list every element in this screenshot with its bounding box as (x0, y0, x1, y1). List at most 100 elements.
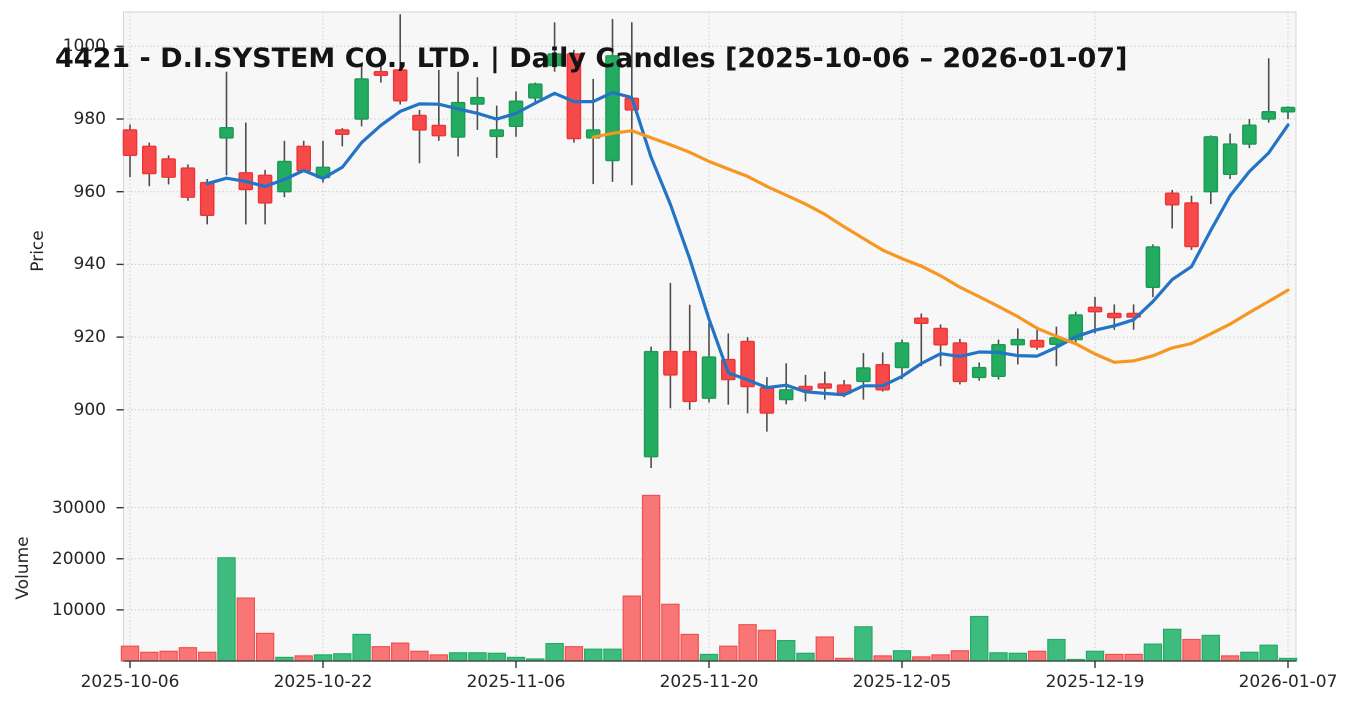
volume-bar (892, 650, 912, 662)
candle (1106, 312, 1122, 319)
candle (335, 129, 350, 135)
volume-bar (429, 654, 449, 662)
volume-bar (757, 629, 777, 662)
candle (470, 96, 485, 105)
volume-bar (796, 652, 815, 662)
volume-bar (448, 652, 468, 662)
sma25-line (591, 129, 1290, 364)
candle (605, 55, 620, 162)
volume-tick-label: 10000 (51, 599, 106, 620)
volume-bar (989, 652, 1008, 662)
candle (856, 367, 871, 383)
volume-bar (776, 639, 796, 662)
volume-bar (699, 653, 719, 662)
candle (1280, 106, 1296, 113)
volume-bar (198, 651, 217, 662)
candle (1164, 192, 1180, 206)
volume-bar (294, 655, 313, 662)
candle (1203, 136, 1219, 193)
volume-bar (719, 645, 738, 662)
volume-bar (1220, 655, 1240, 662)
candle (180, 167, 196, 198)
candle (392, 69, 408, 102)
candle (1184, 202, 1199, 248)
volume-bar (1240, 651, 1259, 662)
price-tick-label: 940 (73, 254, 106, 275)
volume-bar (468, 652, 487, 662)
volume-tick-label: 30000 (51, 497, 106, 518)
volume-bar (410, 650, 429, 662)
volume-bar (641, 494, 661, 662)
volume-bar (1008, 652, 1028, 662)
candle (643, 350, 659, 458)
volume-bar (545, 642, 564, 662)
volume-bar (931, 654, 950, 662)
price-tick-label: 960 (73, 181, 106, 202)
volume-bar (371, 646, 391, 662)
grid-layer (123, 12, 1296, 661)
candle (122, 129, 138, 156)
x-tick-label: 2025-12-19 (1045, 672, 1145, 692)
candle (566, 53, 582, 140)
candle (489, 129, 505, 138)
volume-bar (236, 597, 255, 662)
candle (682, 350, 697, 403)
volume-bar (352, 633, 371, 662)
candle (257, 174, 273, 204)
price-tick-label: 1000 (62, 36, 106, 57)
volume-bar (1259, 644, 1278, 662)
candle (778, 389, 794, 401)
candle (701, 356, 717, 399)
candle (547, 53, 562, 67)
volume-tick-label: 20000 (51, 548, 106, 569)
candle (1029, 339, 1045, 348)
volume-bar (333, 653, 352, 662)
sma5-line (205, 90, 1290, 397)
volume-bar (564, 646, 584, 662)
x-tick-label: 2025-10-22 (273, 672, 373, 692)
candle (296, 145, 312, 172)
volume-bar (1201, 634, 1220, 662)
candle (1261, 110, 1276, 120)
volume-bar (487, 652, 506, 662)
candle (952, 342, 968, 383)
candle (354, 78, 369, 120)
volume-bar (1105, 653, 1124, 662)
x-tick-label: 2025-10-06 (80, 672, 180, 692)
volume-bar (1124, 653, 1143, 662)
volume-bar (391, 642, 410, 662)
volume-bar (217, 557, 236, 662)
price-tick-label: 900 (73, 399, 106, 420)
volume-bar (1047, 638, 1066, 662)
volume-bar (815, 636, 835, 662)
volume-bar (661, 603, 680, 662)
x-tick-label: 2025-11-20 (659, 672, 759, 692)
candle (1087, 306, 1103, 313)
volume-bar (1027, 650, 1047, 662)
candle (1010, 338, 1026, 346)
volume-bar (622, 595, 642, 662)
volume-bar (873, 655, 892, 662)
candle (740, 340, 755, 388)
volume-bar (313, 654, 333, 662)
volume-bar (854, 626, 873, 662)
candle (933, 327, 948, 346)
volume-bar (178, 647, 198, 662)
candle (412, 114, 427, 131)
x-tick-label: 2026-01-07 (1238, 672, 1338, 692)
candle (817, 383, 833, 389)
candle (141, 145, 157, 175)
volume-bar (738, 624, 757, 662)
volume-bar (950, 650, 970, 662)
candle (991, 344, 1006, 378)
volume-axis-label: Volume (13, 536, 33, 600)
volume-bar (1085, 650, 1105, 662)
volume-bar (255, 632, 275, 662)
volume-bar (1182, 638, 1201, 662)
candle (528, 83, 543, 99)
candle (219, 126, 234, 139)
price-tick-label: 920 (73, 327, 106, 348)
candle (663, 350, 678, 376)
